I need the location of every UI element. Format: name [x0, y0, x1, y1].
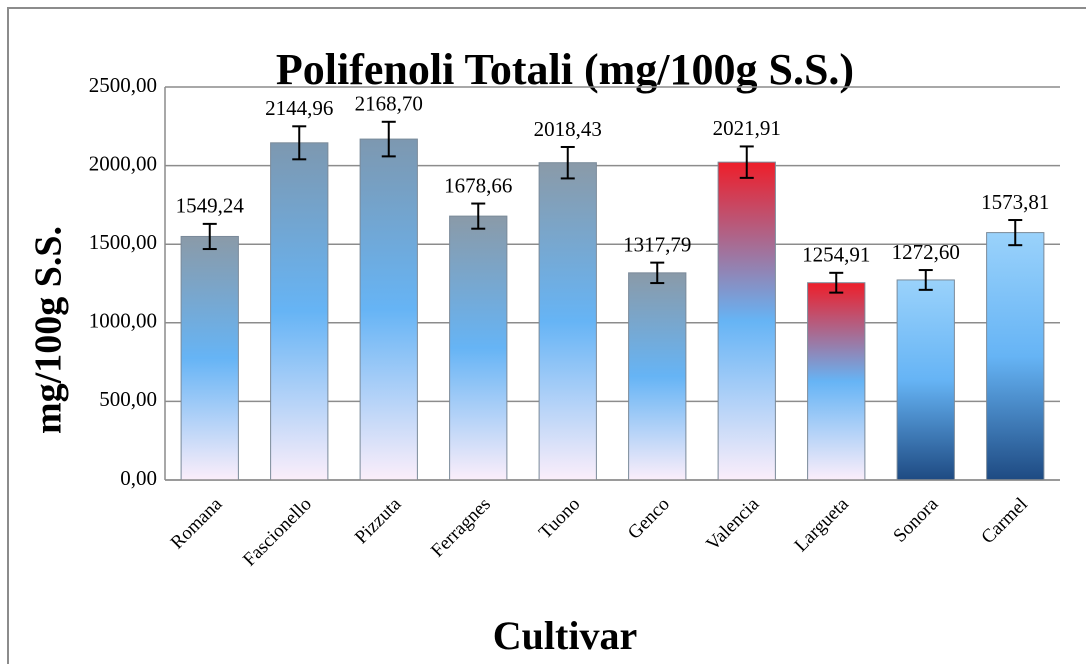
data-label: 1272,60 — [892, 240, 960, 264]
y-tick-label: 2000,00 — [89, 151, 157, 175]
y-tick-label: 500,00 — [99, 387, 157, 411]
data-label: 2018,43 — [534, 117, 602, 141]
chart-title: Polifenoli Totali (mg/100g S.S.) — [276, 45, 854, 94]
data-label: 1317,79 — [623, 232, 691, 256]
bar — [180, 235, 239, 481]
data-label: 2168,70 — [355, 92, 423, 116]
data-label: 1678,66 — [444, 173, 512, 197]
data-label: 2144,96 — [265, 96, 333, 120]
data-label: 1573,81 — [981, 190, 1049, 214]
bar — [538, 162, 597, 481]
data-label: 1254,91 — [802, 243, 870, 267]
bar — [717, 161, 776, 481]
bar — [807, 282, 866, 481]
bar — [628, 272, 687, 481]
y-axis-label: mg/100g S.S. — [28, 226, 70, 434]
y-tick-label: 1500,00 — [89, 230, 157, 254]
data-label: 2021,91 — [713, 116, 781, 140]
bar — [270, 142, 329, 481]
y-tick-label: 2500,00 — [89, 73, 157, 97]
bar — [986, 232, 1045, 481]
x-axis-label: Cultivar — [493, 613, 637, 658]
y-tick-label: 0,00 — [120, 466, 157, 490]
y-tick-label: 1000,00 — [89, 309, 157, 333]
bar — [896, 279, 955, 481]
data-label: 1549,24 — [176, 194, 245, 218]
bar — [449, 215, 508, 481]
bar — [359, 138, 418, 481]
